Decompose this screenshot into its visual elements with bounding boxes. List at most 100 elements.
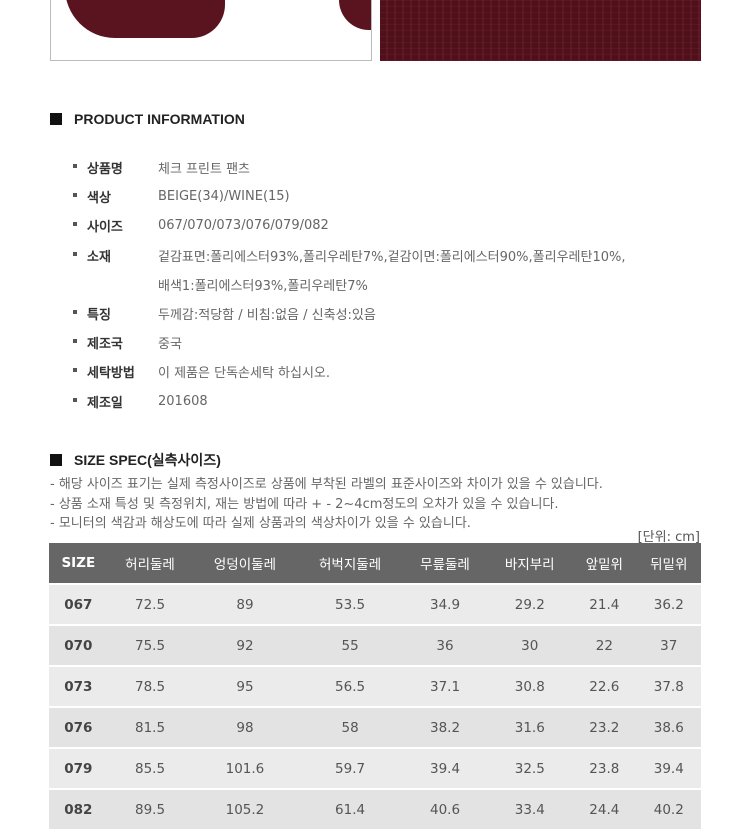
table-cell: 39.4 [402,747,488,789]
table-cell: 33.4 [487,788,573,829]
table-cell: 81.5 [107,706,193,748]
info-row: 제조국 중국 [73,328,625,357]
table-cell: 30.8 [487,665,573,707]
column-header: 앞밑위 [572,543,637,584]
info-label: 사이즈 [73,216,158,235]
column-header: 허리둘레 [107,543,193,584]
info-row: 제조일 201608 [73,387,625,416]
size-note: - 상품 소재 특성 및 측정위치, 재는 방법에 따라 + - 2~4cm정도… [50,496,559,512]
table-cell: 101.6 [192,747,298,789]
info-value: 이 제품은 단독손세탁 하십시오. [158,366,331,382]
table-cell: 21.4 [572,583,637,625]
info-row: 사이즈 067/070/073/076/079/082 [73,211,625,240]
size-table: SIZE 허리둘레 엉덩이둘레 허벅지둘레 무릎둘레 바지부리 앞밑위 뒤밑위 067 72.5 8… [49,543,701,829]
table-cell: 58 [297,706,403,748]
info-value: 중국 [158,337,182,353]
table-row: 067 72.5 89 53.5 34.9 29.2 21.4 36.2 [49,583,701,625]
product-image-pants [50,0,372,61]
info-label: 상품명 [73,158,158,177]
size-note: - 해당 사이즈 표기는 실제 측정사이즈로 상품에 부착된 라벨의 표준사이즈… [50,477,603,492]
table-cell: 40.2 [636,788,701,829]
table-cell: 23.8 [572,747,637,789]
info-value: 067/070/073/076/079/082 [158,218,329,234]
info-value: 배색1:폴리에스터93%,폴리우레탄7% [158,278,368,294]
column-header: 바지부리 [487,543,573,584]
table-cell: 78.5 [107,665,193,707]
info-label: 세탁방법 [73,362,158,381]
info-label: 소재 [73,246,158,265]
info-row: 소재 겉감표면:폴리에스터93%,폴리우레탄7%,겉감이면:폴리에스터90%,폴리… [73,241,625,270]
info-label: 제조일 [73,392,158,411]
table-cell: 32.5 [487,747,573,789]
info-row: 세탁방법 이 제품은 단독손세탁 하십시오. [73,357,625,386]
table-cell: 23.2 [572,706,637,748]
info-row-continued: 배색1:폴리에스터93%,폴리우레탄7% [73,270,625,299]
info-label: 제조국 [73,333,158,352]
info-value: 체크 프린트 팬츠 [158,162,250,178]
table-cell: 38.6 [636,706,701,748]
table-cell: 29.2 [487,583,573,625]
unit-label: [단위: cm] [637,530,700,545]
table-cell: 31.6 [487,706,573,748]
table-cell: 95 [192,665,298,707]
table-cell: 37.8 [636,665,701,707]
table-cell: 24.4 [572,788,637,829]
table-row: 082 89.5 105.2 61.4 40.6 33.4 24.4 40.2 [49,788,701,829]
table-cell: 98 [192,706,298,748]
info-row: 특징 두께감:적당함 / 비침:없음 / 신축성:있음 [73,299,625,328]
size-spec-title: SIZE SPEC(실측사이즈) [74,452,221,468]
info-value: 201608 [158,393,208,409]
table-row: 076 81.5 98 58 38.2 31.6 23.2 38.6 [49,706,701,748]
table-cell: 85.5 [107,747,193,789]
table-cell: 55 [297,624,403,666]
size-spec-heading: SIZE SPEC(실측사이즈) [50,450,221,470]
size-note: - 모니터의 색감과 해상도에 따라 실제 상품과의 색상차이가 있을 수 있습… [50,516,471,531]
column-header: 뒤밑위 [636,543,701,584]
table-row: 073 78.5 95 56.5 37.1 30.8 22.6 37.8 [49,665,701,707]
product-image-fabric-detail [380,0,701,61]
table-cell: 37 [636,624,701,666]
info-row: 상품명 체크 프린트 팬츠 [73,153,625,182]
table-cell: 34.9 [402,583,488,625]
table-cell: 89.5 [107,788,193,829]
info-label: 색상 [73,187,158,206]
table-cell: 72.5 [107,583,193,625]
table-cell: 39.4 [636,747,701,789]
column-header: SIZE [49,543,108,584]
table-cell: 53.5 [297,583,403,625]
product-info-list: 상품명 체크 프린트 팬츠 색상 BEIGE(34)/WINE(15) 사이즈 067/0… [73,153,625,416]
table-cell: 22 [572,624,637,666]
table-cell: 076 [49,706,108,748]
info-value: 두께감:적당함 / 비침:없음 / 신축성:있음 [158,308,376,324]
table-cell: 75.5 [107,624,193,666]
table-cell: 37.1 [402,665,488,707]
table-row: 070 75.5 92 55 36 30 22 37 [49,624,701,666]
table-cell: 082 [49,788,108,829]
info-label: 특징 [73,304,158,323]
table-cell: 36.2 [636,583,701,625]
info-value: BEIGE(34)/WINE(15) [158,189,290,205]
info-value: 겉감표면:폴리에스터93%,폴리우레탄7%,겉감이면:폴리에스터90%,폴리우레… [158,249,626,265]
table-cell: 56.5 [297,665,403,707]
table-cell: 30 [487,624,573,666]
product-info-heading: PRODUCT INFORMATION [50,111,245,127]
table-cell: 070 [49,624,108,666]
square-bullet-icon [50,113,62,125]
table-cell: 079 [49,747,108,789]
table-cell: 40.6 [402,788,488,829]
column-header: 무릎둘레 [402,543,488,584]
table-cell: 38.2 [402,706,488,748]
column-header: 엉덩이둘레 [192,543,298,584]
table-cell: 59.7 [297,747,403,789]
size-notes: - 해당 사이즈 표기는 실제 측정사이즈로 상품에 부착된 라벨의 표준사이즈… [50,475,603,534]
table-cell: 92 [192,624,298,666]
table-cell: 105.2 [192,788,298,829]
column-header: 허벅지둘레 [297,543,403,584]
table-cell: 36 [402,624,488,666]
square-bullet-icon [50,454,62,466]
table-cell: 22.6 [572,665,637,707]
table-row: 079 85.5 101.6 59.7 39.4 32.5 23.8 39.4 [49,747,701,789]
table-cell: 067 [49,583,108,625]
table-cell: 073 [49,665,108,707]
info-row: 색상 BEIGE(34)/WINE(15) [73,182,625,211]
